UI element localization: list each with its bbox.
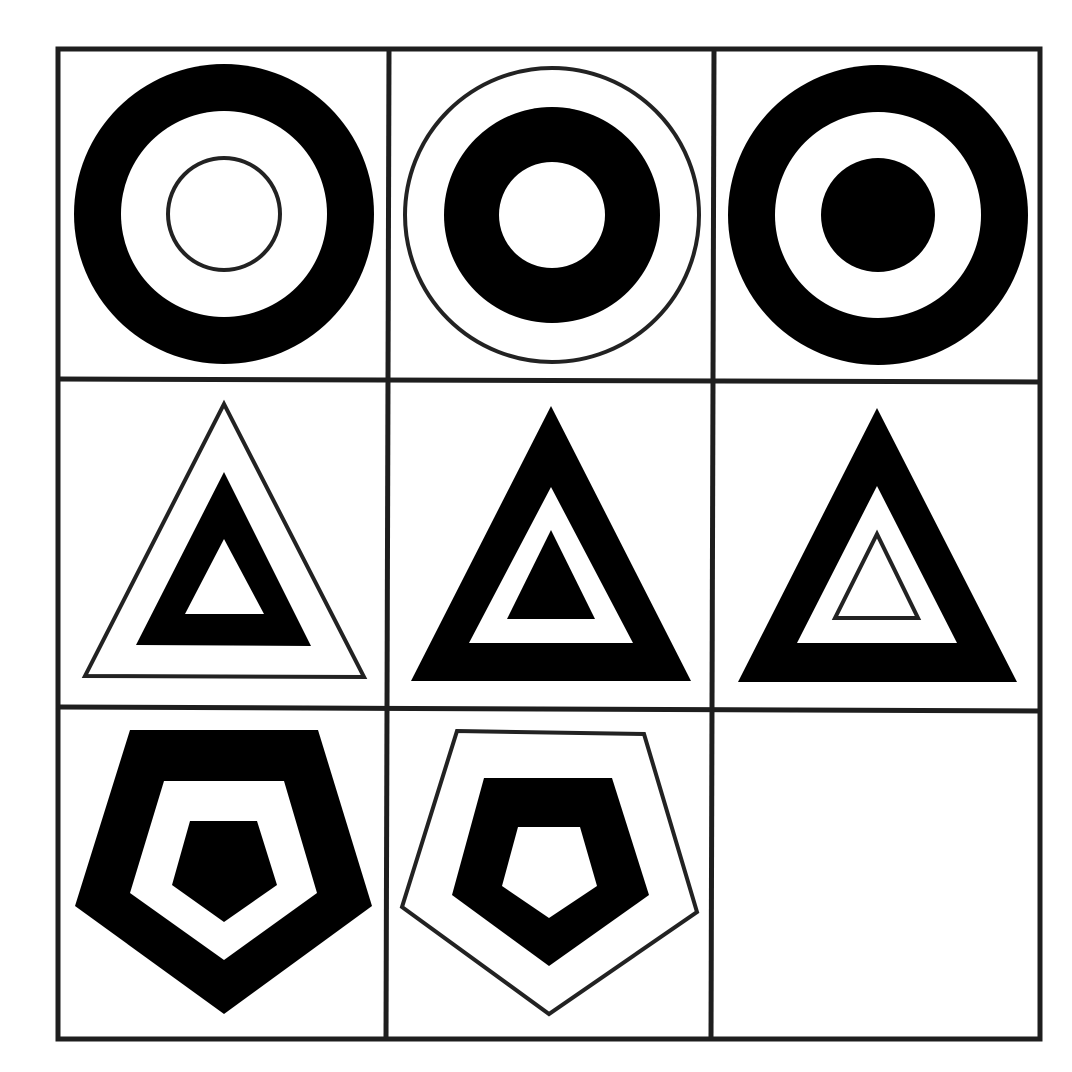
- row-pentagons: [75, 714, 1037, 1036]
- cell-3-3-missing-figure: [717, 714, 1037, 1036]
- row-circles: [74, 64, 1028, 365]
- grid-divider-horizontal-2: [55, 704, 1043, 714]
- cell-2-1-triangle-figure: [81, 399, 368, 680]
- cell-2-2-triangle-figure: [411, 406, 691, 681]
- cell-1-3-circle-figure: [728, 65, 1028, 365]
- cell-3-1-pentagon-figure: [75, 730, 372, 1014]
- cell-1-2-circle-figure: [403, 66, 701, 364]
- cell-3-2-pentagon-figure: [399, 728, 700, 1017]
- grid-divider-horizontal-1: [55, 376, 1043, 385]
- cell-1-1-circle-figure: [74, 64, 374, 364]
- puzzle-grid: [55, 46, 1043, 1042]
- cell-2-3-triangle-figure: [738, 408, 1017, 682]
- grid-divider-vertical-2: [708, 46, 717, 1042]
- grid-divider-vertical-1: [383, 46, 392, 1042]
- row-triangles: [81, 399, 1017, 682]
- grid-border: [55, 46, 1043, 1042]
